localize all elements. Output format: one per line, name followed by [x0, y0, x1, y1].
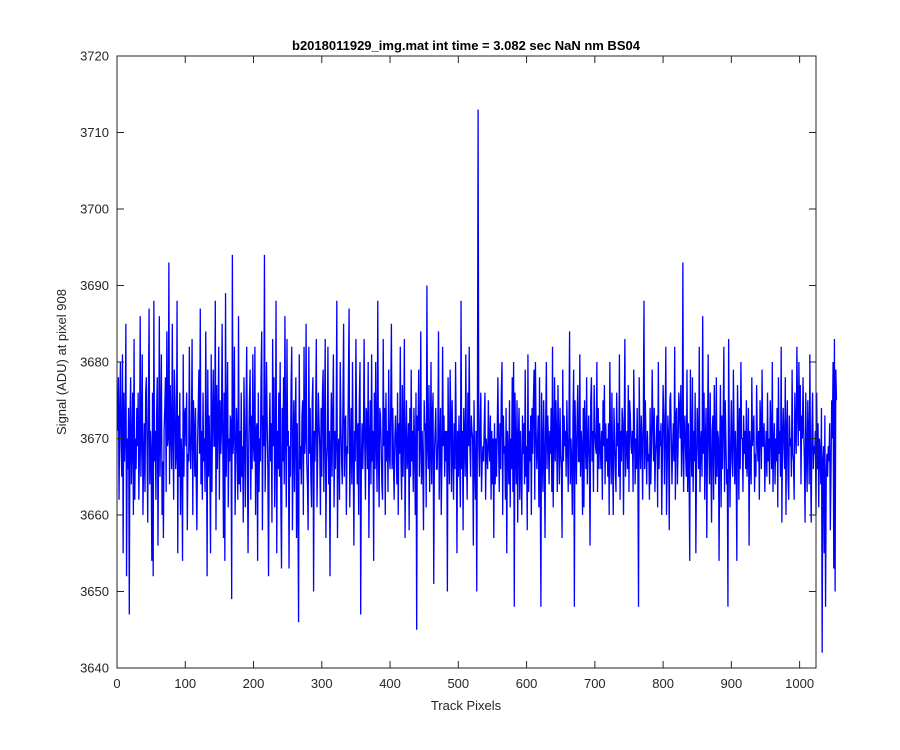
x-axis-label: Track Pixels — [431, 698, 502, 713]
y-axis-label: Signal (ADU) at pixel 908 — [54, 289, 69, 435]
x-tick-label: 900 — [721, 676, 743, 691]
series-line — [117, 109, 838, 653]
x-tick-label: 0 — [113, 676, 120, 691]
x-tick-label: 800 — [652, 676, 674, 691]
y-tick-label: 3660 — [80, 508, 109, 523]
chart-title: b2018011929_img.mat int time = 3.082 sec… — [292, 38, 641, 53]
x-tick-label: 100 — [174, 676, 196, 691]
x-tick-label: 400 — [379, 676, 401, 691]
x-axis-ticks: 0 100 200 300 400 500 600 700 800 900 1000 — [113, 56, 814, 691]
y-tick-label: 3700 — [80, 202, 109, 217]
series-layer — [117, 109, 838, 653]
y-tick-label: 3720 — [80, 49, 109, 64]
y-tick-label: 3650 — [80, 584, 109, 599]
y-tick-label: 3670 — [80, 431, 109, 446]
x-tick-label: 600 — [516, 676, 538, 691]
y-tick-label: 3680 — [80, 355, 109, 370]
y-tick-label: 3690 — [80, 278, 109, 293]
x-tick-label: 500 — [447, 676, 469, 691]
x-tick-label: 1000 — [785, 676, 814, 691]
y-tick-label: 3640 — [80, 661, 109, 676]
x-tick-label: 300 — [311, 676, 333, 691]
y-tick-label: 3710 — [80, 125, 109, 140]
x-tick-label: 700 — [584, 676, 606, 691]
x-tick-label: 200 — [243, 676, 265, 691]
y-axis-ticks: 3640 3650 3660 3670 3680 3690 3700 3710 3720 — [80, 49, 816, 676]
